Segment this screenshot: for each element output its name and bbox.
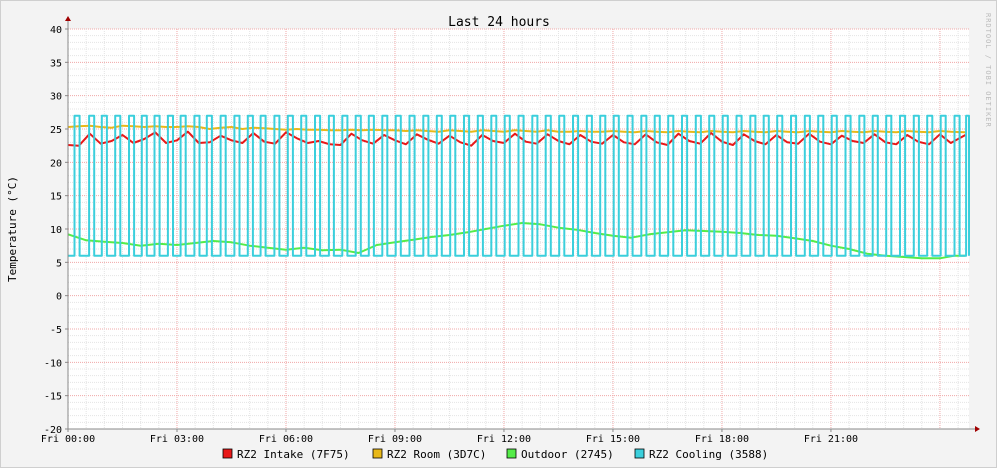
watermark: RRDTOOL / TOBI OETIKER — [984, 13, 992, 128]
y-tick-label: -5 — [50, 325, 62, 336]
x-tick-label: Fri 06:00 — [259, 434, 313, 445]
series-line-3 — [68, 114, 970, 257]
legend: RZ2 Intake (7F75) RZ2 Room (3D7C) Outdoor … — [222, 448, 768, 461]
x-tick-label: Fri 21:00 — [804, 434, 858, 445]
y-tick-label: 30 — [50, 92, 62, 103]
x-tick-label: Fri 00:00 — [41, 434, 95, 445]
x-tick-label: Fri 15:00 — [586, 434, 640, 445]
y-tick-label: -10 — [44, 358, 62, 369]
legend-label: RZ2 Intake (7F75) — [237, 448, 350, 461]
x-tick-label: Fri 18:00 — [695, 434, 749, 445]
y-tick-label: 25 — [50, 125, 62, 136]
y-axis-arrow — [65, 16, 71, 21]
x-tick-label: Fri 09:00 — [368, 434, 422, 445]
axes — [65, 16, 980, 432]
x-tick-label: Fri 03:00 — [150, 434, 204, 445]
y-tick-label: 5 — [56, 258, 62, 269]
series-line-0 — [67, 130, 966, 147]
x-tick-label: Fri 12:00 — [477, 434, 531, 445]
y-tick-label: 40 — [50, 25, 62, 36]
legend-swatch — [222, 448, 233, 459]
legend-swatch — [506, 448, 517, 459]
y-axis-label: Temperature (°C) — [6, 176, 19, 282]
y-tick-label: 20 — [50, 158, 62, 169]
y-tick-label: 35 — [50, 58, 62, 69]
y-tick-label: -15 — [44, 392, 62, 403]
y-axis-ticks: 40 35 30 25 20 15 10 5 0 -5 -10 -15 -20 — [44, 25, 68, 436]
y-tick-label: -20 — [44, 425, 62, 436]
legend-label: RZ2 Cooling (3588) — [649, 448, 768, 461]
series-line-2 — [67, 222, 966, 260]
series-line-1 — [67, 124, 966, 134]
legend-label: RZ2 Room (3D7C) — [387, 448, 486, 461]
legend-swatch — [372, 448, 383, 459]
series-lines — [67, 114, 970, 260]
y-tick-label: 10 — [50, 225, 62, 236]
legend-label: Outdoor (2745) — [521, 448, 614, 461]
y-tick-label: 0 — [56, 292, 62, 303]
legend-swatch — [634, 448, 645, 459]
x-axis-arrow — [975, 426, 980, 432]
chart-title: Last 24 hours — [448, 15, 550, 30]
y-tick-label: 15 — [50, 192, 62, 203]
x-axis-ticks: Fri 00:00 Fri 03:00 Fri 06:00 Fri 09:00 Fri … — [41, 429, 858, 445]
